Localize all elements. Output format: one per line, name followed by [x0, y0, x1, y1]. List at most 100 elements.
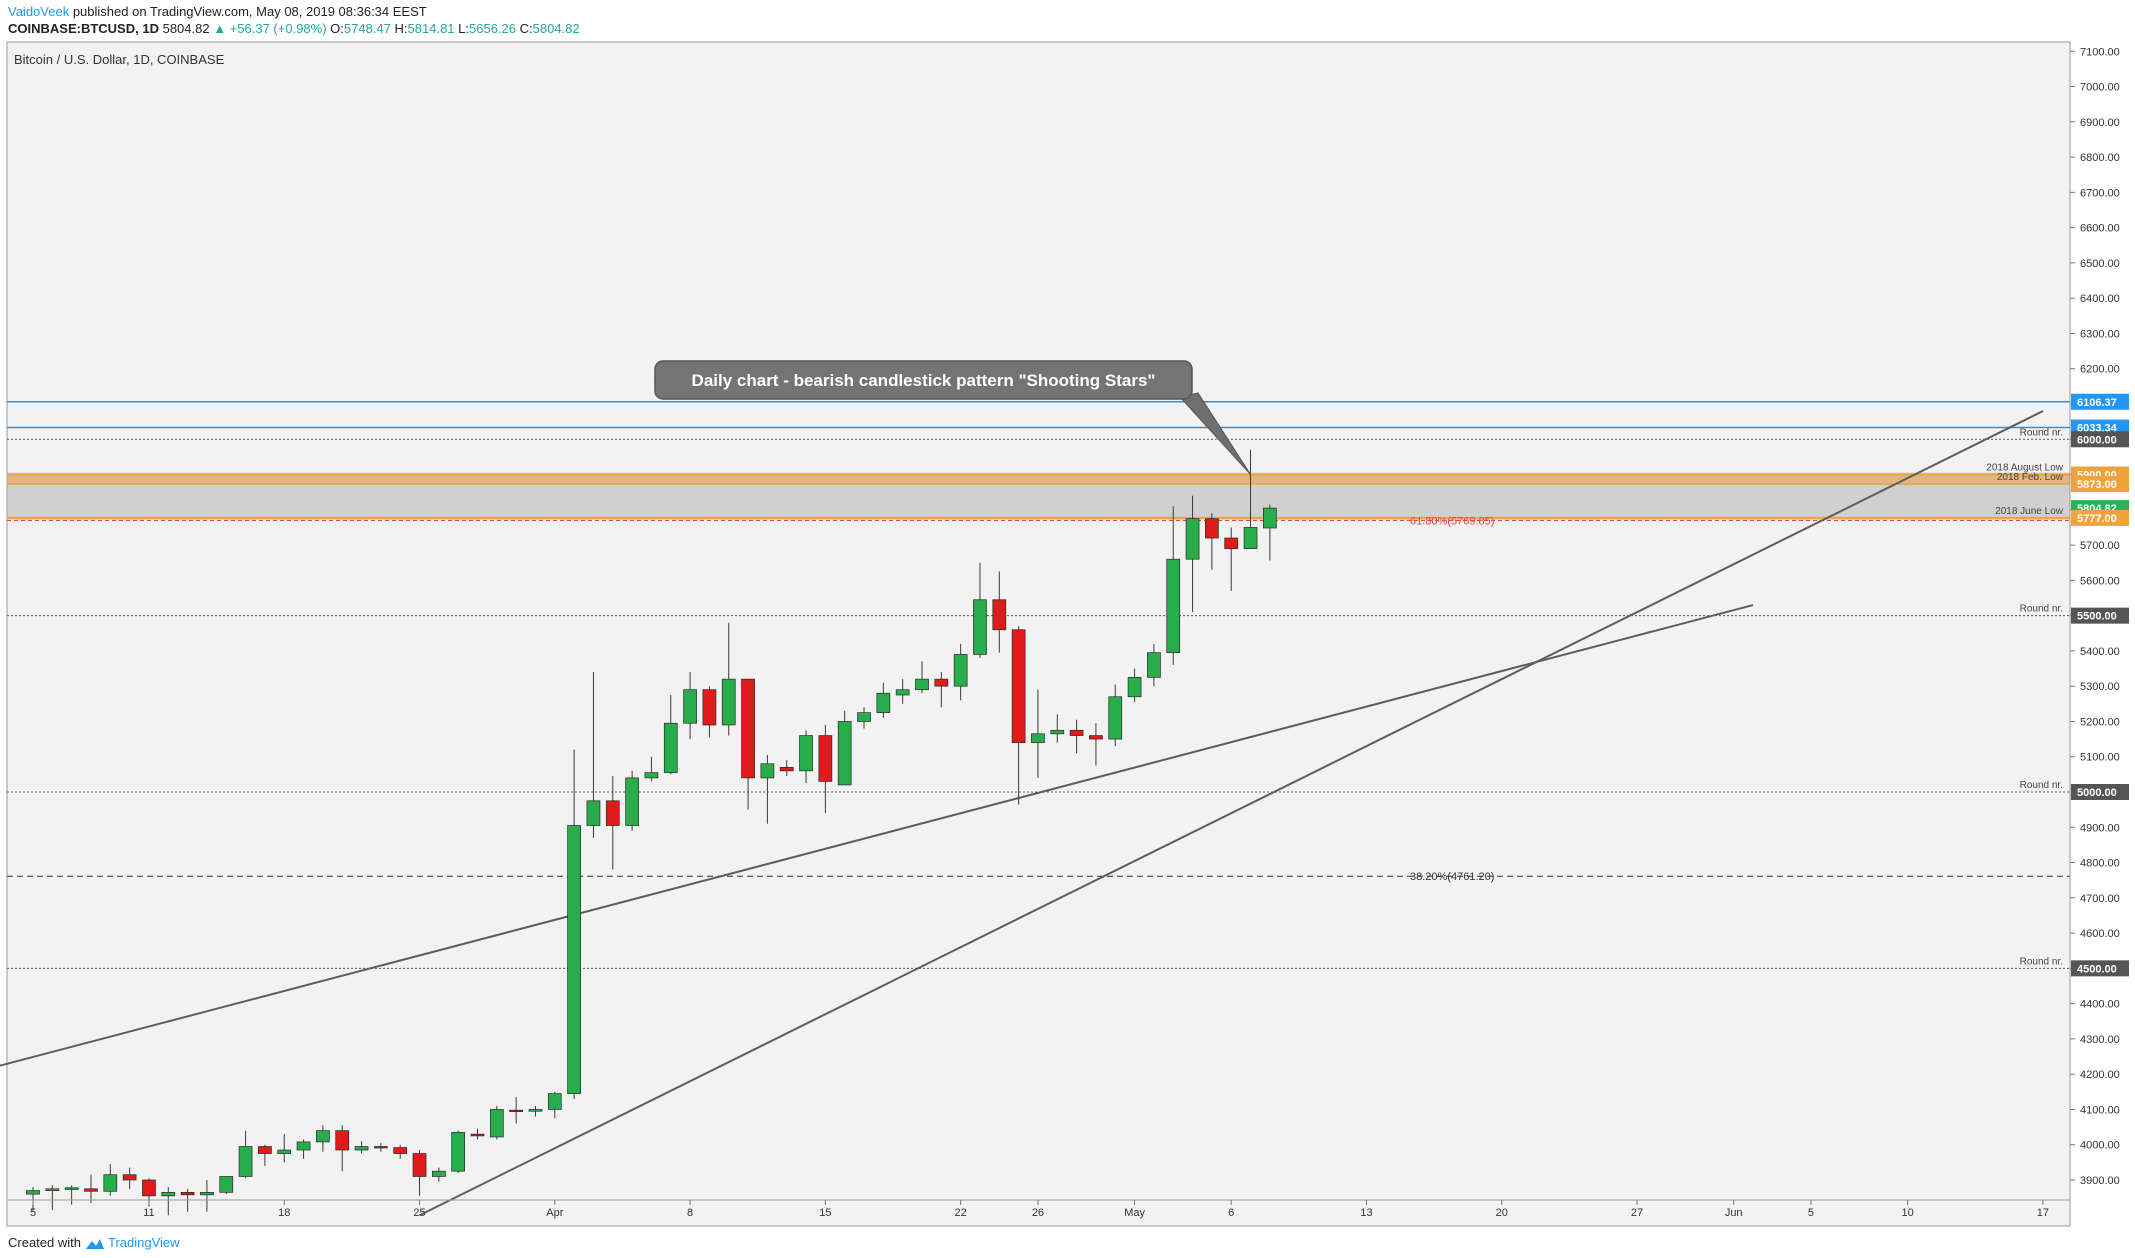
candle-body [818, 735, 833, 782]
candle-body [567, 825, 581, 1094]
chart-title: Bitcoin / U.S. Dollar, 1D, COINBASE [14, 52, 225, 67]
candle-body [103, 1174, 118, 1192]
candle-body [760, 763, 775, 779]
price-tag-6106: 6106.37 [2077, 397, 2117, 409]
price-tick-label: 5600.00 [2080, 575, 2120, 587]
time-axis[interactable]: 5 11 18 25 Apr 8 15 22 26 May 6 13 20 27 Jun 5 10 17 [7, 1199, 2070, 1219]
candle [238, 1130, 253, 1179]
candle [1089, 723, 1103, 766]
annotation-box [654, 360, 1193, 400]
candle [489, 1105, 504, 1140]
candle-body [1108, 696, 1123, 740]
open-label: O: [330, 21, 344, 36]
candle [200, 1180, 214, 1212]
candle-body [837, 721, 852, 786]
price-tick-label: 7000.00 [2080, 82, 2120, 94]
candle-body [528, 1109, 543, 1112]
candle [760, 754, 775, 824]
candle-body [1031, 733, 1045, 743]
level-note: Round nr. [2020, 604, 2063, 615]
candle [876, 682, 891, 718]
candle [26, 1187, 40, 1212]
candle [470, 1128, 485, 1140]
candle [799, 730, 813, 784]
time-tick-label: 5 [1808, 1207, 1814, 1219]
author-link[interactable]: VaidoVeek [8, 4, 70, 19]
price-tag-6000: 6000.00 [2077, 434, 2117, 446]
time-tick-label: 27 [1631, 1207, 1643, 1219]
candle [567, 749, 581, 1099]
price-tag-6000-bg [2071, 431, 2129, 448]
candle [45, 1185, 60, 1210]
close-label: C: [519, 21, 533, 36]
candle-body [915, 678, 929, 691]
low-label: L: [458, 21, 469, 36]
chart-header: VaidoVeek published on TradingView.com, … [0, 0, 2135, 40]
candle [219, 1176, 234, 1195]
price-tag-5873-bg [2071, 476, 2129, 493]
candle [1205, 513, 1219, 570]
candle [625, 770, 639, 831]
tradingview-link[interactable]: TradingView [108, 1235, 180, 1250]
candle [818, 724, 833, 814]
plot-area[interactable] [6, 41, 2071, 1227]
time-tick-label: 10 [1901, 1207, 1913, 1219]
candle [431, 1167, 446, 1182]
price-tick-label: 4900.00 [2080, 822, 2120, 834]
time-tick-label: 11 [143, 1207, 154, 1219]
candle-body [142, 1179, 156, 1197]
candle-body [779, 766, 794, 772]
candle-body [1089, 735, 1103, 740]
time-tick-label: 13 [1360, 1207, 1372, 1219]
candle-body [721, 678, 736, 726]
level-note: 2018 Feb. Low [1997, 472, 2064, 483]
candle [277, 1134, 292, 1163]
candle [934, 672, 949, 708]
candle [1050, 714, 1065, 743]
price-tick-label: 6300.00 [2080, 328, 2120, 340]
time-tick-label: Apr [546, 1207, 563, 1219]
candle-body [26, 1190, 40, 1195]
price-tick-label: 4000.00 [2080, 1140, 2120, 1152]
price-tick-label: 4200.00 [2080, 1069, 2120, 1081]
tradingview-logo-icon [85, 1238, 104, 1249]
price-axis[interactable]: 3900.00 4000.00 4100.00 4200.00 4300.00 4400.… [2069, 42, 2129, 1226]
candle-body [799, 735, 813, 772]
candle [683, 672, 697, 740]
candle-body [161, 1191, 176, 1197]
price-tick-label: 4800.00 [2080, 858, 2120, 870]
annotation-layer: Daily chart - bearish candlestick patter… [654, 360, 1251, 475]
price-change: ▲ +56.37 (+0.98%) [213, 21, 327, 36]
price-tick-label: 6400.00 [2080, 293, 2120, 305]
candle [64, 1185, 79, 1205]
candle-body [1011, 629, 1026, 743]
candle-body [934, 678, 949, 687]
candle [335, 1125, 350, 1172]
price-tag-5873: 5873.00 [2077, 479, 2117, 491]
candle [605, 776, 620, 870]
candle [895, 679, 910, 704]
candle-body [470, 1133, 485, 1137]
candle [663, 695, 678, 775]
time-tick-label: 22 [955, 1207, 967, 1219]
candle-body [586, 800, 601, 826]
candle [992, 571, 1007, 653]
candle-body [219, 1176, 234, 1193]
candle-body [374, 1146, 388, 1149]
low-value: 5656.26 [469, 21, 516, 36]
candle [316, 1125, 330, 1152]
price-zone-layer [7, 472, 2070, 520]
candle-body [180, 1191, 195, 1196]
annotation-text: Daily chart - bearish candlestick patter… [692, 371, 1156, 390]
ohlc-line: COINBASE:BTCUSD, 1D 5804.82 ▲ +56.37 (+0… [8, 21, 580, 37]
price-tick-label: 4300.00 [2080, 1034, 2120, 1046]
price-chart[interactable]: Bitcoin / U.S. Dollar, 1D, COINBASE Roun… [0, 0, 2135, 1230]
candle [103, 1164, 118, 1196]
price-tag-5777-bg [2071, 509, 2129, 526]
candle-body [1147, 652, 1161, 678]
level-note: Round nr. [2020, 780, 2063, 791]
price-tick-label: 5300.00 [2080, 681, 2120, 693]
candle [702, 686, 717, 738]
footer: Created with TradingView [8, 1234, 180, 1252]
candle-body [45, 1188, 60, 1191]
